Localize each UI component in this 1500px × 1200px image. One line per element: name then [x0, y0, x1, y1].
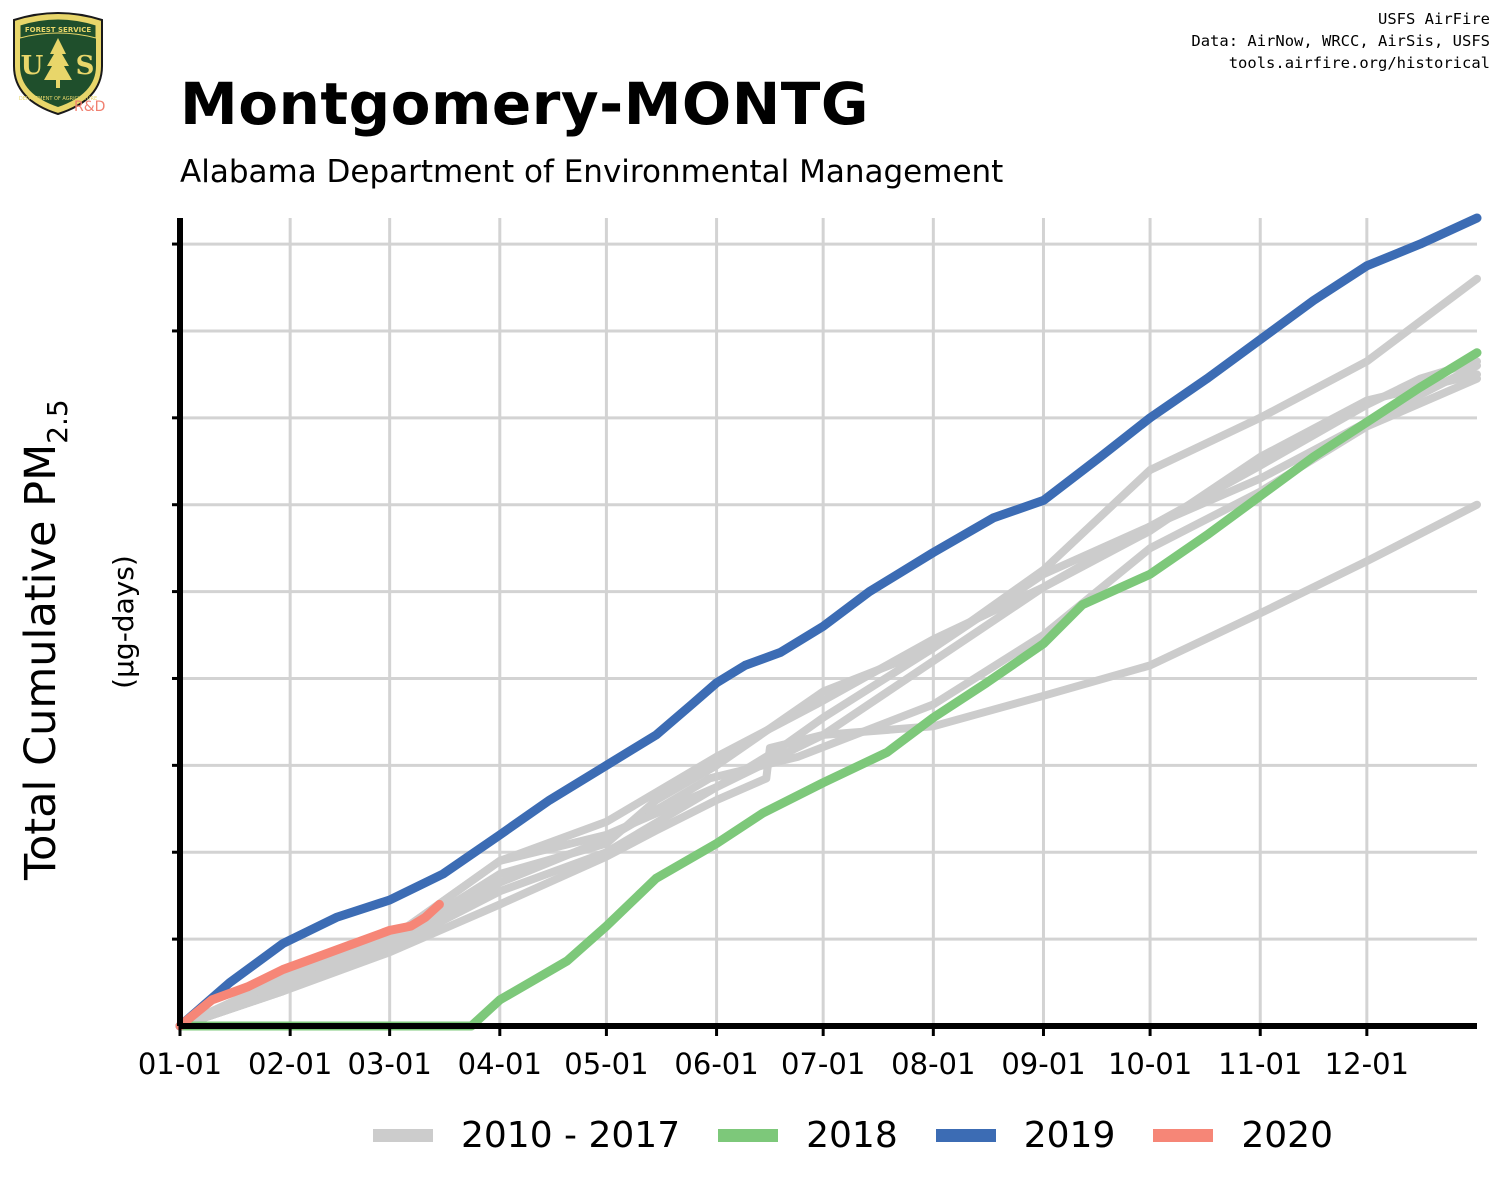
credits-block: USFS AirFire Data: AirNow, WRCC, AirSis,…: [1191, 8, 1490, 74]
x-tick-label: 02-01: [248, 1047, 332, 1081]
legend-swatch: [1153, 1128, 1214, 1142]
legend-label: 2010 - 2017: [461, 1114, 681, 1156]
rd-badge: R&D: [74, 99, 106, 115]
legend-item-2019: 2019: [935, 1114, 1116, 1156]
legend-label: 2020: [1241, 1114, 1333, 1156]
svg-text:S: S: [76, 51, 95, 81]
svg-text:DEPARTMENT OF AGRICULTURE: DEPARTMENT OF AGRICULTURE: [19, 96, 97, 102]
svg-text:U: U: [21, 51, 44, 81]
legend-label: 2018: [806, 1114, 898, 1156]
x-tick-label: 05-01: [564, 1047, 648, 1081]
legend-swatch: [373, 1128, 433, 1142]
x-tick-label: 03-01: [348, 1047, 432, 1081]
y-axis-unit: (µg-days): [107, 555, 140, 689]
x-tick-label: 11-01: [1218, 1047, 1302, 1081]
series-line-2019: [175, 213, 1482, 1031]
legend-item-2010-2017: 2010 - 2017: [373, 1115, 680, 1156]
cumulative-pm25-chart: 01-01 02-01 03-01 04-01 05-01 06-01 07-01 08-01…: [16, 213, 1482, 1081]
x-tick-label: 09-01: [1001, 1047, 1085, 1081]
x-tick-label: 01-01: [138, 1047, 222, 1081]
x-tick-label: 04-01: [458, 1047, 542, 1081]
grid-layer: [180, 218, 1477, 1026]
svg-text:FOREST SERVICE: FOREST SERVICE: [25, 26, 92, 34]
credit-line: USFS AirFire: [1378, 10, 1490, 28]
credit-line: Data: AirNow, WRCC, AirSis, USFS: [1191, 32, 1490, 50]
tree-icon: [44, 38, 72, 80]
legend-swatch: [718, 1128, 779, 1142]
x-tick-label: 07-01: [781, 1047, 865, 1081]
series-line-2010-2017: [176, 361, 1481, 1030]
series-line-2020: [175, 899, 444, 1031]
forest-service-shield-logo: FOREST SERVICE U S DEPARTMENT OF AGRICUL…: [13, 12, 103, 116]
series-line-2010-2017: [176, 500, 1481, 1030]
legend: 2010 - 2017 2018 2019 2020: [373, 1110, 1371, 1160]
x-tick-label: 10-01: [1108, 1047, 1192, 1081]
y-axis-label-group: Total Cumulative PM2.5 (µg-days): [16, 399, 140, 881]
y-axis-label-main: Total Cumulative PM: [16, 444, 66, 881]
y-axis-label: Total Cumulative PM2.5: [16, 399, 74, 881]
chart-subtitle: Alabama Department of Environmental Mana…: [180, 154, 1004, 190]
legend-item-2020: 2020: [1153, 1115, 1333, 1156]
credit-line: tools.airfire.org/historical: [1228, 54, 1490, 72]
series-line-2018: [175, 348, 1482, 1031]
shield-banner: [19, 18, 97, 39]
x-tick-label: 06-01: [674, 1047, 758, 1081]
chart-title: Montgomery-MONTG: [180, 70, 869, 138]
series-line-2010-2017: [176, 274, 1481, 1030]
axis-layer: 01-01 02-01 03-01 04-01 05-01 06-01 07-01 08-01…: [138, 218, 1477, 1081]
x-tick-label: 12-01: [1325, 1047, 1409, 1081]
x-tick-label: 08-01: [891, 1047, 975, 1081]
legend-label: 2019: [1023, 1114, 1116, 1156]
y-axis-label-subscript: 2.5: [41, 399, 74, 444]
legend-item-2018: 2018: [718, 1115, 898, 1156]
series-layer: [175, 213, 1482, 1031]
legend-swatch: [935, 1128, 996, 1142]
